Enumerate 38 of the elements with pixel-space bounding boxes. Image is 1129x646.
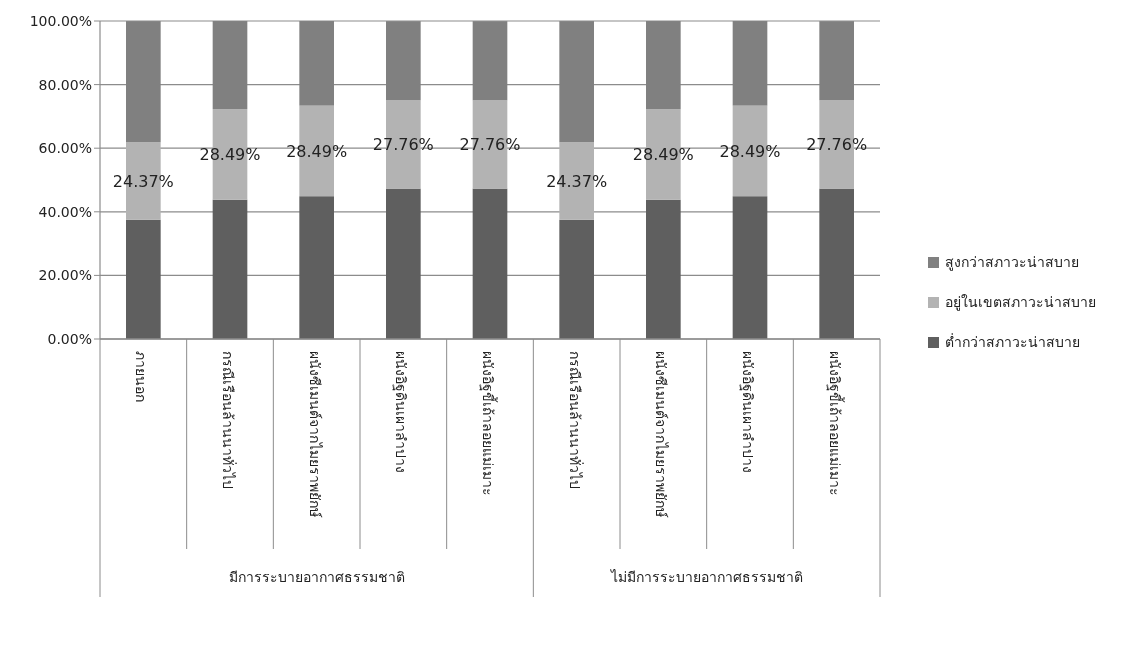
y-tick-label: 0.00% — [47, 331, 92, 347]
data-label: 27.76% — [806, 135, 868, 155]
y-tick-label: 100.00% — [29, 13, 92, 29]
legend-label: อยู่ในเขตสภาวะน่าสบาย — [945, 294, 1096, 311]
legend-label: ต่ำกว่าสภาวะน่าสบาย — [945, 333, 1080, 350]
bar — [559, 219, 594, 339]
bar — [126, 219, 161, 339]
bar — [646, 199, 681, 339]
x-tick-label: ผนังอิฐขี้เถ้าลอยแม่เมาะ — [479, 351, 498, 496]
text: ไม่มีการระบายอากาศธรรมชาติ — [609, 569, 803, 585]
x-tick-label: ผนังอิฐขี้เถ้าลอยแม่เมาะ — [825, 351, 845, 496]
bar — [819, 188, 854, 339]
bar — [299, 196, 334, 339]
data-label: 28.49% — [719, 141, 781, 161]
data-label: 28.49% — [199, 145, 261, 165]
text: มีการระบายอากาศธรรมชาติ — [228, 569, 405, 585]
bar — [386, 188, 421, 339]
bar — [472, 188, 508, 339]
y-tick-label: 80.00% — [38, 76, 92, 93]
legend-label: สูงกว่าสภาวะน่าสบาย — [945, 254, 1079, 271]
y-tick-label: 60.00% — [38, 140, 92, 157]
x-tick-label: กรณีเรือนล้านนาทั่วไป — [220, 351, 237, 489]
x-tick-label: กรณีเรือนล้านนาทั่วไป — [566, 351, 584, 489]
x-tick-label: ผนังซีเมนต์จากไมยราพยักษ์ — [653, 351, 670, 518]
data-label: 24.37% — [112, 172, 174, 191]
x-tick-label: ผนังซีเมนต์จากไมยราพยักษ์ — [306, 351, 323, 518]
x-tick-label: ผนังอิฐดินเผาลำปาง — [392, 351, 410, 473]
bar — [732, 196, 768, 339]
data-label: 27.76% — [372, 135, 434, 155]
x-tick-label: ภายนอก — [133, 351, 150, 402]
bar — [212, 199, 248, 339]
data-label: 28.49% — [286, 141, 348, 161]
data-label: 27.76% — [459, 135, 521, 155]
y-tick-label: 40.00% — [38, 203, 92, 220]
data-label: 28.49% — [632, 145, 694, 165]
y-tick-label: 20.00% — [38, 267, 92, 284]
x-tick-label: ผนังอิฐดินเผาลำปาง — [739, 351, 756, 473]
data-label: 24.37% — [546, 172, 608, 191]
